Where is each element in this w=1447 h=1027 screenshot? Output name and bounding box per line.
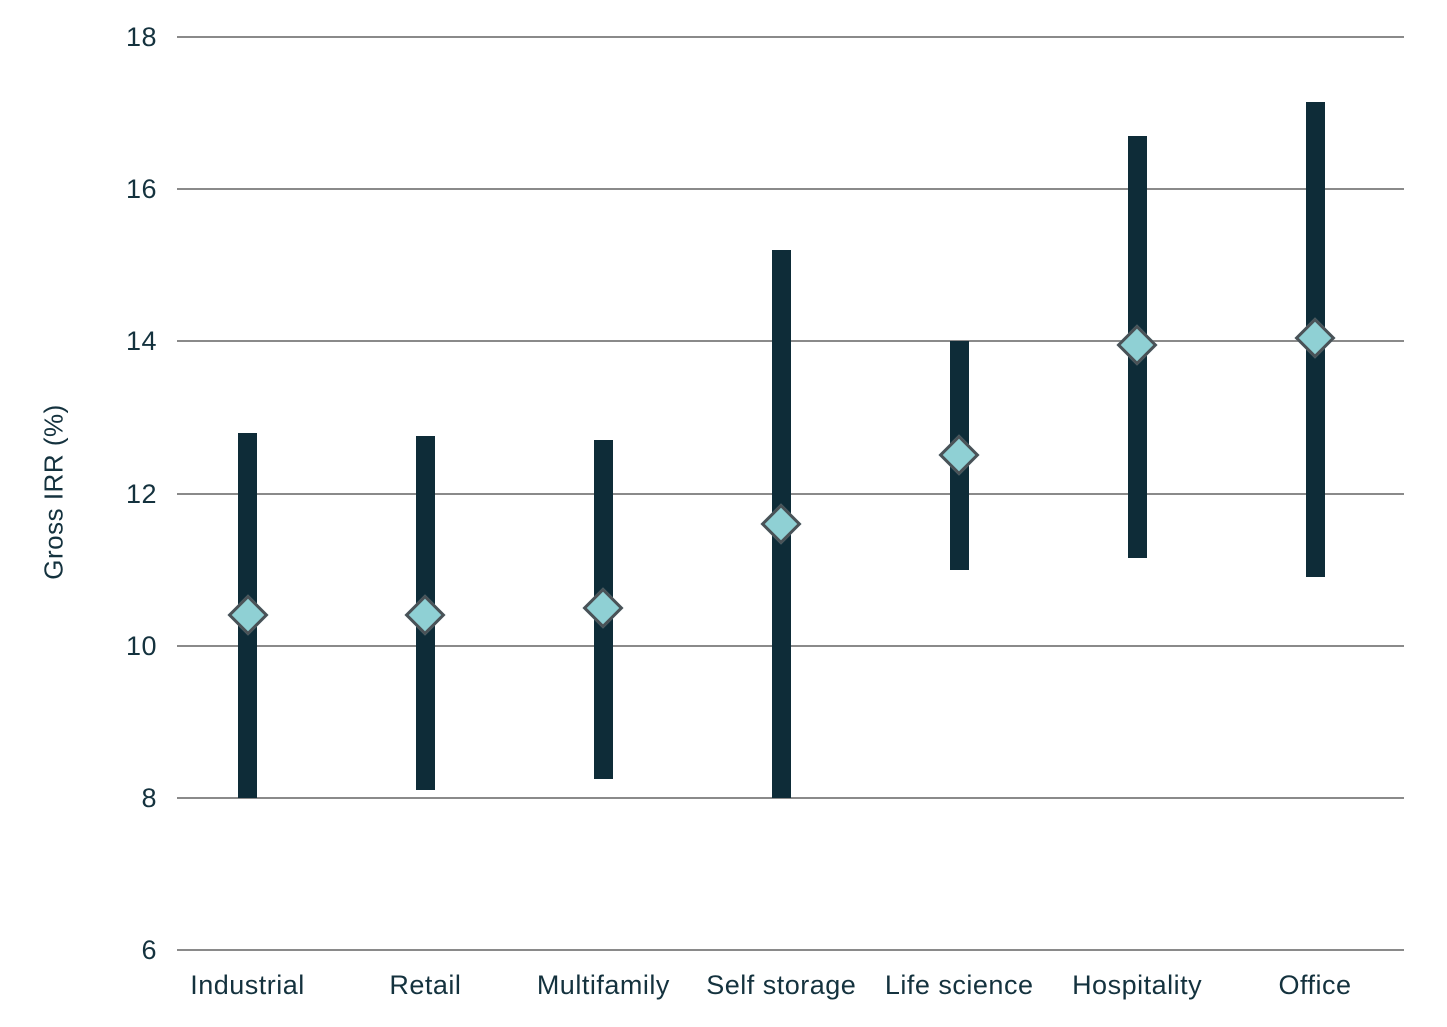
gridline-18: [177, 36, 1404, 38]
gridline-8: [177, 796, 1404, 799]
y-tick-label-8: 8: [141, 782, 157, 813]
x-axis-label-retail: Retail: [389, 970, 462, 1000]
y-tick-label-10: 10: [125, 630, 157, 661]
y-tick-label-18: 18: [125, 22, 157, 52]
midpoint-diamond-industrial: [226, 594, 269, 636]
y-tick-label-6: 6: [141, 935, 157, 965]
midpoint-diamond-self-storage: [760, 503, 802, 545]
y-tick-label-14: 14: [125, 326, 157, 357]
midpoint-diamond-multifamily: [582, 587, 624, 629]
x-axis-label-life-science: Life science: [884, 970, 1034, 1000]
midpoint-diamond-retail: [404, 594, 446, 636]
gridline-16: [177, 188, 1404, 191]
y-axis-title: Gross IRR (%): [38, 404, 69, 580]
gridline-6: [177, 949, 1404, 951]
midpoint-diamond-hospitality: [1116, 324, 1158, 366]
x-axis-label-self-storage: Self storage: [706, 970, 857, 1000]
y-tick-label-16: 16: [125, 174, 157, 205]
y-tick-label-12: 12: [125, 478, 157, 509]
midpoint-diamond-office: [1294, 317, 1336, 359]
midpoint-diamond-life-science: [938, 434, 980, 476]
x-axis-label-industrial: Industrial: [190, 970, 305, 1000]
x-axis-label-office: Office: [1278, 970, 1352, 1000]
x-axis-label-hospitality: Hospitality: [1072, 970, 1203, 1000]
x-axis-label-multifamily: Multifamily: [536, 970, 670, 1000]
